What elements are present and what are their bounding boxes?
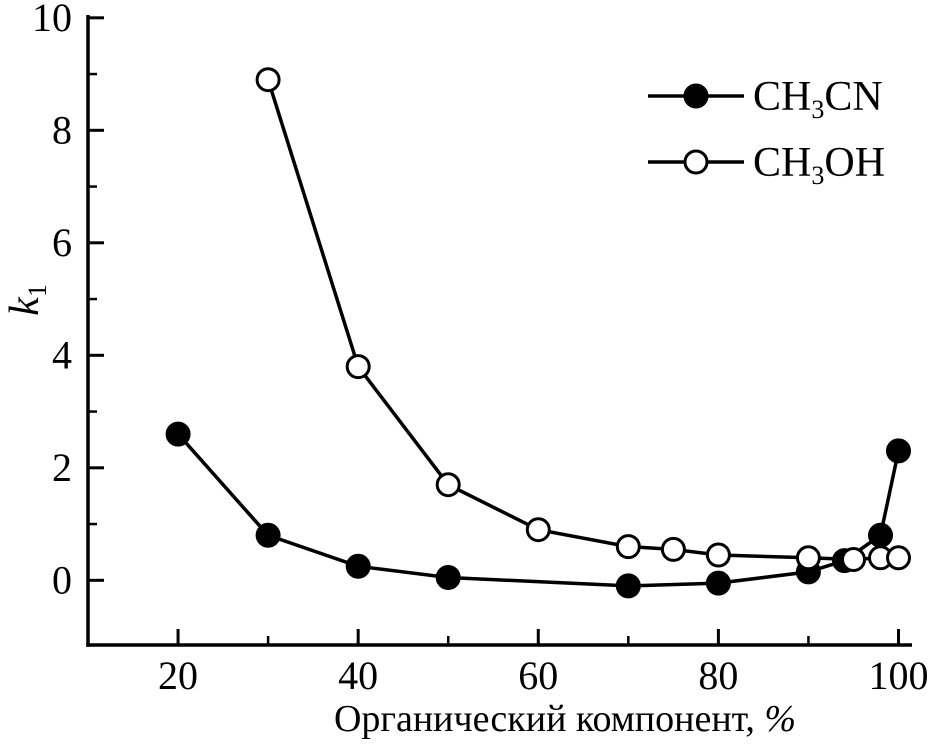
legend-label: CH3CN [753, 74, 883, 124]
open-circle-data-point [841, 547, 866, 572]
legend: CH3CN CH3OH [648, 74, 885, 190]
x-tick-label: 40 [338, 653, 378, 698]
open-circle-data-point [886, 545, 911, 571]
filled-circle-data-point [705, 570, 731, 596]
filled-circle-data-point [255, 522, 281, 548]
filled-circle-data-point [886, 438, 911, 464]
y-tick-label: 2 [52, 445, 72, 490]
y-tick-label: 8 [52, 107, 72, 152]
series-ch3cn [165, 421, 911, 599]
open-circle-data-point [615, 534, 641, 560]
open-circle-data-point [255, 67, 281, 93]
x-tick-label: 20 [158, 653, 198, 698]
open-circle-data-point [525, 517, 551, 543]
series-line [176, 432, 901, 588]
y-tick-label: 0 [52, 557, 72, 602]
open-circle-data-point [660, 536, 686, 562]
filled-circle-data-point [345, 553, 371, 579]
open-circle-data-point [705, 542, 731, 568]
legend-label: CH3OH [753, 140, 885, 190]
x-tick-label: 60 [518, 653, 558, 698]
y-tick-label: 6 [52, 220, 72, 265]
legend-entry-ch3oh: CH3OH [648, 140, 885, 190]
open-circle-legend-marker [683, 149, 709, 175]
filled-circle-data-point [868, 522, 893, 548]
open-circle-data-point [795, 545, 821, 571]
open-circle-data-point [345, 354, 371, 380]
y-tick-label: 10 [32, 0, 72, 40]
y-tick-label: 4 [52, 332, 72, 377]
x-axis-label: Органический компонент, % [334, 698, 796, 740]
x-tick-label: 80 [698, 653, 738, 698]
filled-circle-legend-marker [683, 83, 709, 109]
filled-circle-data-point [615, 573, 641, 599]
series-ch3oh [255, 67, 911, 572]
filled-circle-data-point [165, 421, 191, 447]
y-axis-label: k1 [2, 284, 52, 316]
x-tick-label: 100 [868, 653, 928, 698]
legend-entry-ch3cn: CH3CN [648, 74, 883, 124]
filled-circle-data-point [435, 565, 461, 590]
open-circle-data-point [435, 472, 461, 498]
